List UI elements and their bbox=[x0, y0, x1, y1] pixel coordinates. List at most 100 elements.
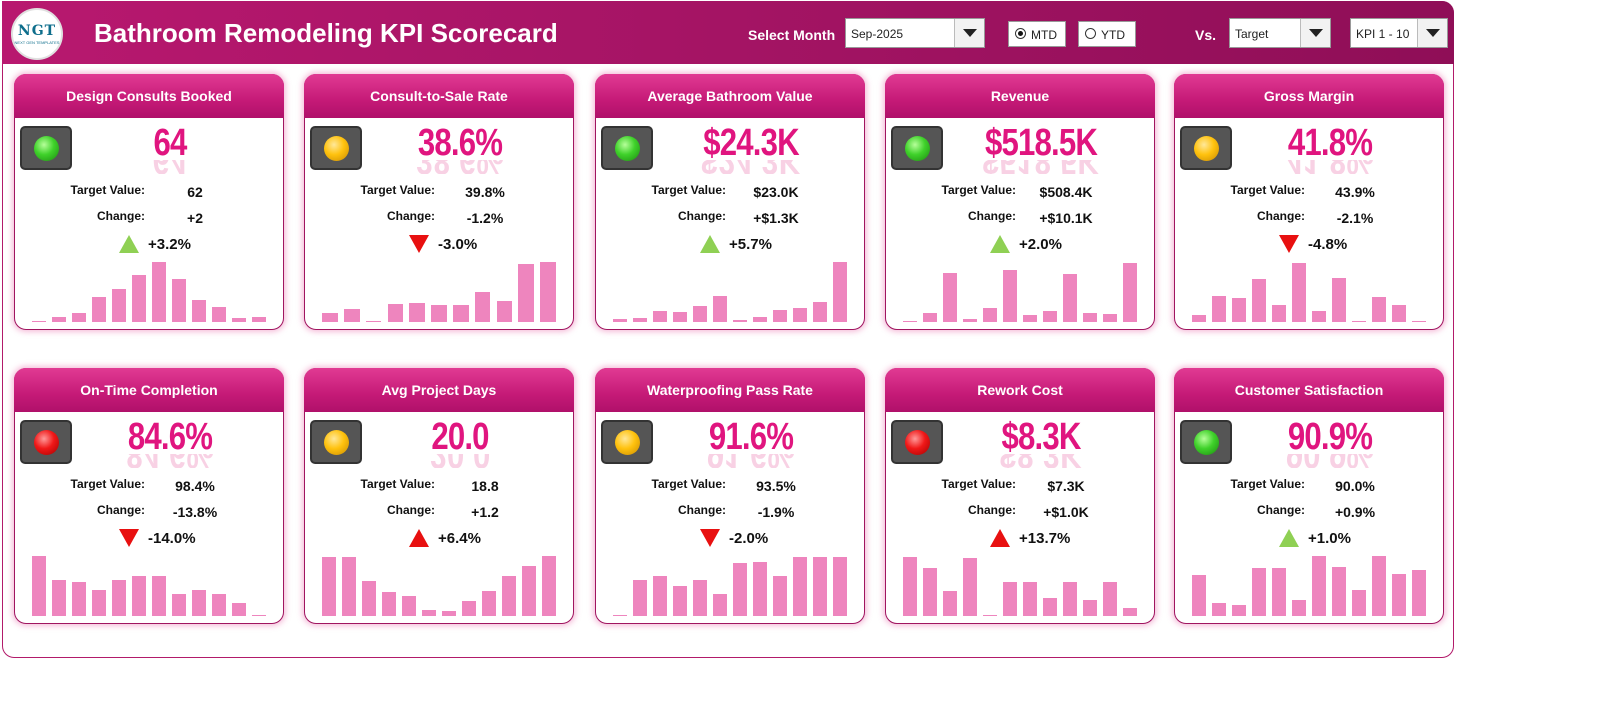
change-percent: +3.2% bbox=[148, 236, 191, 253]
trend-bar-chart bbox=[610, 260, 850, 322]
kpi-card-header: Average Bathroom Value bbox=[595, 74, 865, 118]
kpi-value: $24.3K bbox=[703, 122, 799, 164]
trend-bar bbox=[322, 313, 338, 322]
month-dropdown[interactable]: Sep-2025 bbox=[845, 18, 985, 48]
kpi-value: 64 bbox=[153, 122, 187, 164]
change-label: Change: bbox=[387, 209, 435, 223]
vs-dropdown[interactable]: Target bbox=[1229, 18, 1331, 48]
change-value: -1.9% bbox=[757, 504, 795, 520]
change-percent: +5.7% bbox=[729, 236, 772, 253]
trend-bar bbox=[962, 558, 978, 616]
mtd-radio[interactable]: MTD bbox=[1008, 21, 1066, 47]
trend-bar bbox=[211, 307, 227, 322]
trend-bar bbox=[231, 602, 247, 616]
trend-bar bbox=[1231, 605, 1247, 616]
kpi-card: Waterproofing Pass Rate 91.6% 91.6% Targ… bbox=[595, 368, 865, 624]
trend-bar bbox=[902, 320, 918, 322]
trend-bar bbox=[712, 594, 728, 616]
kpi-title: Customer Satisfaction bbox=[1234, 382, 1384, 398]
kpi-card-header: Gross Margin bbox=[1174, 74, 1444, 118]
trend-bar bbox=[712, 295, 728, 322]
change-value: +1.2 bbox=[471, 504, 499, 520]
trend-bar bbox=[171, 278, 187, 322]
trend-bar bbox=[1211, 602, 1227, 616]
kpi-card-header: Avg Project Days bbox=[304, 368, 574, 412]
trend-bar bbox=[1411, 570, 1427, 616]
trend-bar bbox=[1251, 568, 1267, 616]
radio-selected-icon[interactable] bbox=[1015, 28, 1026, 39]
trend-bar bbox=[1391, 305, 1407, 322]
trend-bar bbox=[1271, 305, 1287, 322]
trend-bar bbox=[111, 289, 127, 322]
kpi-value: 20.0 bbox=[431, 416, 489, 458]
trend-bar bbox=[540, 262, 556, 322]
trend-bar bbox=[692, 306, 708, 322]
kpi-card: Rework Cost $8.3K $8.3K Target Value: $7… bbox=[885, 368, 1155, 624]
radio-unselected-icon[interactable] bbox=[1085, 28, 1096, 39]
trend-bar bbox=[612, 319, 628, 322]
trend-bar bbox=[131, 576, 147, 616]
trend-bar bbox=[31, 320, 47, 322]
trend-bar bbox=[832, 557, 848, 616]
arrow-up-icon bbox=[409, 529, 429, 547]
trend-bar bbox=[732, 563, 748, 616]
trend-bar-chart bbox=[1189, 260, 1429, 322]
ytd-radio[interactable]: YTD bbox=[1078, 21, 1136, 47]
trend-bar bbox=[1082, 313, 1098, 322]
trend-bar bbox=[361, 581, 377, 616]
mtd-label: MTD bbox=[1031, 28, 1057, 42]
target-label: Target Value: bbox=[941, 183, 1016, 197]
trend-bar bbox=[321, 557, 337, 616]
trend-bar bbox=[1082, 600, 1098, 616]
traffic-light-icon bbox=[1180, 126, 1232, 170]
trend-bar bbox=[752, 562, 768, 616]
trend-bar bbox=[1191, 575, 1207, 616]
change-value: +$1.3K bbox=[753, 210, 799, 226]
kpi-card: Average Bathroom Value $24.3K $24.3K Tar… bbox=[595, 74, 865, 330]
arrow-down-icon bbox=[119, 529, 139, 547]
trend-bar bbox=[1311, 311, 1327, 322]
chevron-down-icon[interactable] bbox=[954, 19, 984, 47]
trend-bar bbox=[1331, 277, 1347, 322]
kpi-range-dropdown[interactable]: KPI 1 - 10 bbox=[1350, 18, 1448, 48]
logo-subtext: NEXT GEN TEMPLATES bbox=[14, 40, 60, 45]
trend-bar bbox=[1211, 295, 1227, 322]
trend-bar bbox=[792, 307, 808, 322]
arrow-down-icon bbox=[409, 235, 429, 253]
vs-label: Vs. bbox=[1195, 27, 1217, 43]
change-percent: -14.0% bbox=[148, 530, 196, 547]
trend-bar bbox=[652, 576, 668, 616]
chevron-down-icon[interactable] bbox=[1300, 19, 1330, 47]
trend-bar bbox=[521, 565, 537, 616]
trend-bar bbox=[902, 557, 918, 616]
trend-bar bbox=[942, 590, 958, 616]
chevron-down-icon[interactable] bbox=[1417, 19, 1447, 47]
kpi-value-reflection: 91.6% bbox=[673, 454, 829, 468]
kpi-value-reflection: 64 bbox=[92, 160, 248, 174]
status-amber-icon bbox=[1194, 136, 1219, 161]
kpi-title: Revenue bbox=[990, 88, 1050, 104]
trend-bar bbox=[481, 590, 497, 616]
kpi-card-header: On-Time Completion bbox=[14, 368, 284, 412]
change-percent: -2.0% bbox=[729, 530, 769, 547]
kpi-card-header: Rework Cost bbox=[885, 368, 1155, 412]
trend-bar bbox=[452, 305, 469, 322]
status-red-icon bbox=[905, 430, 930, 455]
trend-bar bbox=[772, 576, 788, 616]
select-month-label: Select Month bbox=[748, 27, 836, 43]
trend-bar bbox=[1122, 263, 1138, 322]
trend-bar bbox=[191, 300, 207, 322]
trend-bar bbox=[612, 614, 628, 616]
trend-bar-chart bbox=[29, 260, 269, 322]
trend-bar bbox=[982, 614, 998, 616]
status-amber-icon bbox=[324, 430, 349, 455]
target-value: 90.0% bbox=[1335, 478, 1375, 494]
traffic-light-icon bbox=[1180, 420, 1232, 464]
trend-bar bbox=[211, 594, 227, 616]
trend-bar bbox=[1271, 568, 1287, 616]
arrow-up-icon bbox=[1279, 529, 1299, 547]
trend-bar bbox=[343, 308, 360, 322]
trend-bar bbox=[1102, 313, 1118, 322]
trend-bar bbox=[632, 580, 648, 616]
trend-bar bbox=[1351, 320, 1367, 322]
